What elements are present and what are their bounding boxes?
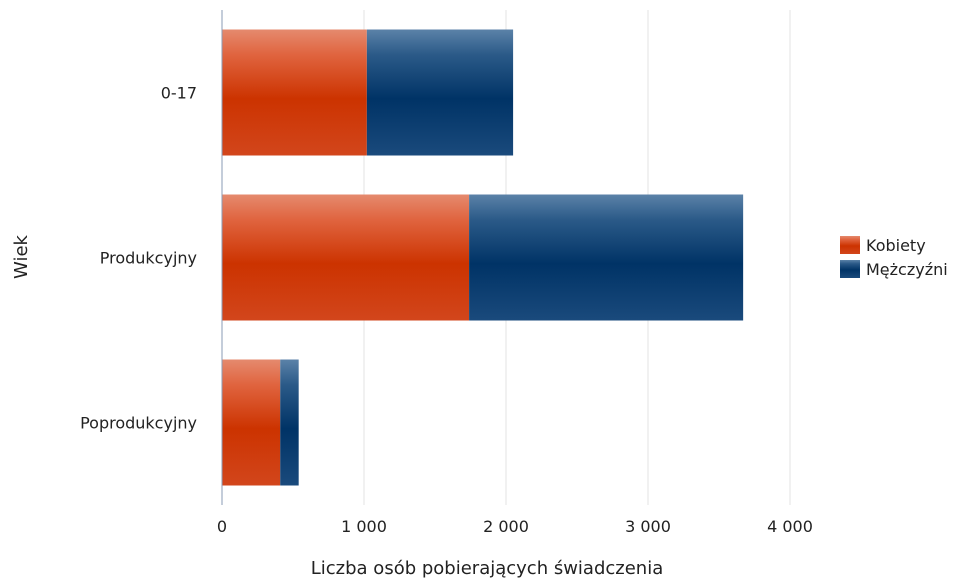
legend-swatch <box>840 236 860 254</box>
x-axis-title: Liczba osób pobierających świadczenia <box>311 558 664 579</box>
x-tick-label: 0 <box>217 517 227 536</box>
category-label: Produkcyjny <box>100 249 197 268</box>
category-label: 0-17 <box>161 84 197 103</box>
x-tick-label: 1 000 <box>341 517 387 536</box>
legend-label: Kobiety <box>866 236 926 255</box>
bar-segment <box>280 359 299 486</box>
x-tick-label: 2 000 <box>483 517 529 536</box>
legend-swatch <box>840 260 860 278</box>
y-axis-categories: 0-17 Produkcyjny Poprodukcyjny <box>80 84 197 433</box>
bars <box>222 29 744 486</box>
bar-segment <box>222 194 470 321</box>
bar-segment <box>366 29 514 156</box>
legend: Kobiety Mężczyźni <box>840 236 948 279</box>
bar-segment <box>222 359 281 486</box>
bar-segment <box>222 29 367 156</box>
category-label: Poprodukcyjny <box>80 414 197 433</box>
bar-segment <box>469 194 744 321</box>
legend-label: Mężczyźni <box>866 260 948 279</box>
y-axis-title: Wiek <box>11 234 32 278</box>
x-axis-ticks: 0 1 000 2 000 3 000 4 000 <box>217 517 813 536</box>
x-tick-label: 4 000 <box>767 517 813 536</box>
x-tick-label: 3 000 <box>625 517 671 536</box>
